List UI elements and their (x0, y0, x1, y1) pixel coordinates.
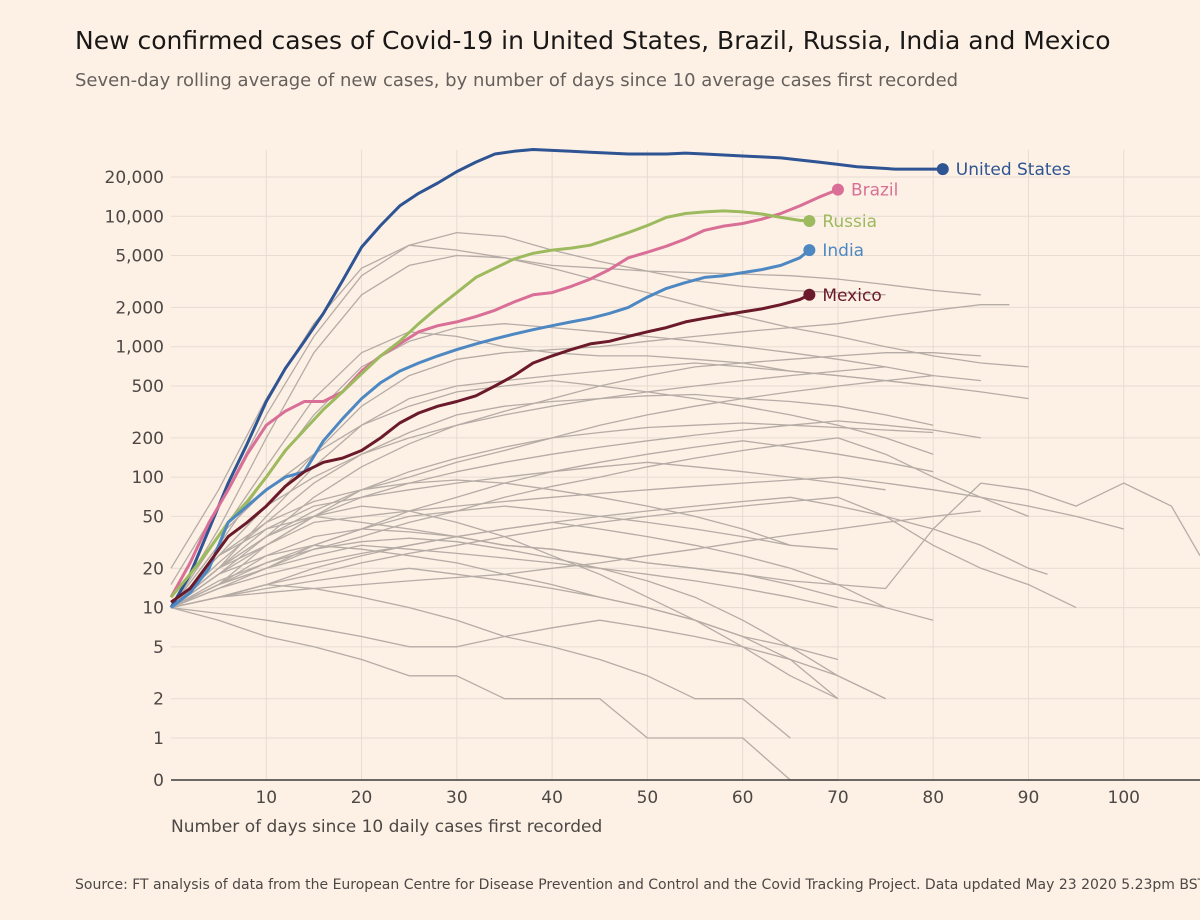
y-tick-label-500: 500 (132, 377, 164, 397)
background-line-20 (170, 420, 982, 609)
y-tick-labels: 0 1 2 5 10 20 50 100 200 500 1,000 2,000 5,000 10,000… (105, 168, 164, 791)
chart-title: New confirmed cases of Covid-19 in Unite… (75, 26, 1111, 55)
background-line-12 (170, 505, 838, 609)
background-line-33 (170, 606, 886, 700)
background-line-29 (170, 496, 1077, 609)
series-line-brazil (169, 188, 839, 598)
y-tick-label-50: 50 (142, 507, 164, 527)
series-label-russia: Russia (822, 212, 877, 232)
background-line-31 (170, 379, 934, 608)
background-series-lines (170, 231, 1200, 781)
background-line-26 (170, 606, 838, 781)
y-tick-label-10: 10 (142, 599, 164, 619)
y-tick-label-0: 0 (153, 771, 164, 791)
background-line-8 (170, 393, 934, 609)
background-line-25 (170, 537, 886, 700)
background-line-22 (170, 374, 934, 609)
x-tick-label-80: 80 (922, 788, 944, 808)
y-tick-label-10000: 10,000 (105, 207, 164, 227)
background-line-11 (170, 461, 886, 609)
source-note: Source: FT analysis of data from the Eur… (75, 877, 1200, 893)
x-gridlines (265, 150, 1125, 780)
background-line-23 (170, 567, 839, 700)
x-tick-label-100: 100 (1108, 788, 1140, 808)
background-line-18 (170, 496, 1048, 609)
y-tick-label-200: 200 (132, 429, 164, 449)
series-endpoint-russia (803, 214, 816, 227)
y-tick-label-1000: 1,000 (115, 338, 164, 358)
x-tick-label-30: 30 (446, 788, 468, 808)
series-line-mexico (170, 293, 811, 604)
background-line-24 (170, 521, 934, 621)
background-line-16 (170, 482, 1200, 609)
background-line-17 (170, 476, 1124, 609)
x-tick-label-90: 90 (1018, 788, 1040, 808)
series-line-united-states (169, 148, 943, 609)
background-line-1 (170, 231, 886, 585)
y-tick-label-1: 1 (153, 729, 164, 749)
series-label-united-states: United States (956, 160, 1071, 180)
x-tick-label-50: 50 (637, 788, 659, 808)
background-line-21 (170, 366, 886, 608)
y-tick-label-2000: 2,000 (115, 298, 164, 318)
x-tick-label-70: 70 (827, 788, 849, 808)
x-axis-label: Number of days since 10 daily cases firs… (171, 817, 602, 837)
y-tick-label-5000: 5,000 (115, 247, 164, 267)
series-endpoint-mexico (803, 288, 816, 301)
x-tick-label-60: 60 (732, 788, 754, 808)
background-line-27 (170, 505, 839, 700)
highlight-series-lines: United States Brazil Russia India Mexico (169, 148, 1071, 609)
background-line-5 (170, 323, 981, 608)
background-line-3 (170, 254, 1029, 608)
series-line-india (170, 248, 811, 609)
chart: 0 1 2 5 10 20 50 100 200 500 1,000 2,000 5,000 10,000… (105, 148, 1200, 837)
background-line-30 (170, 479, 791, 609)
y-tick-label-2: 2 (153, 690, 164, 710)
background-line-14 (170, 544, 839, 661)
x-tick-label-10: 10 (255, 788, 277, 808)
series-endpoint-india (803, 244, 816, 257)
background-line-28 (170, 440, 934, 609)
series-label-mexico: Mexico (822, 286, 881, 306)
y-tick-label-100: 100 (132, 468, 164, 488)
series-endpoint-united-states (936, 163, 949, 176)
chart-subtitle: Seven-day rolling average of new cases, … (75, 70, 959, 91)
y-tick-label-5: 5 (153, 638, 164, 658)
series-label-india: India (822, 241, 864, 261)
background-line-2 (170, 244, 981, 569)
series-label-brazil: Brazil (851, 181, 898, 201)
series-line-russia (169, 209, 810, 599)
x-tick-labels: 10 20 30 40 50 60 70 80 90 100 (255, 788, 1140, 808)
background-line-15 (170, 583, 791, 739)
y-tick-label-20: 20 (142, 559, 164, 579)
background-line-34 (170, 544, 839, 609)
series-endpoint-brazil (831, 183, 844, 196)
x-tick-label-20: 20 (351, 788, 373, 808)
y-tick-label-20000: 20,000 (105, 168, 164, 188)
background-line-9 (170, 352, 981, 609)
x-tick-label-40: 40 (541, 788, 563, 808)
background-line-7 (170, 362, 934, 609)
